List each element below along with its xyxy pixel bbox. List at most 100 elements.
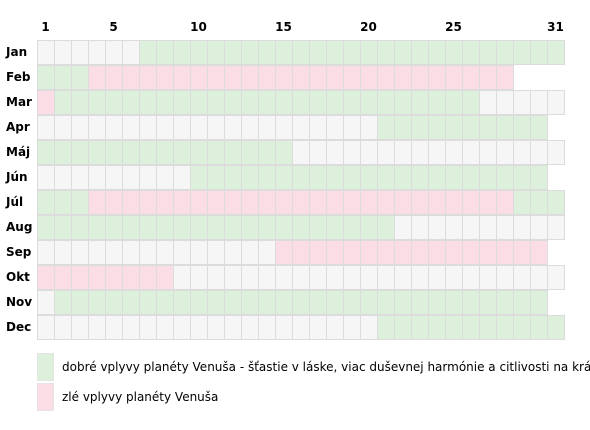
day-cell-bad — [88, 65, 106, 90]
day-cell-bad — [428, 65, 446, 90]
day-cell-good — [37, 190, 55, 215]
day-cell-good — [190, 90, 208, 115]
day-cell-empty — [241, 315, 259, 340]
legend-bad-label: zlé vplyvy planéty Venuša — [62, 390, 219, 404]
legend-good-swatch — [37, 353, 54, 381]
day-cell-good — [224, 290, 242, 315]
day-cell-bad — [139, 65, 157, 90]
day-cell-empty — [122, 315, 140, 340]
month-label: Feb — [6, 70, 31, 84]
day-cell-good — [122, 290, 140, 315]
day-cell-good — [377, 165, 395, 190]
day-cell-good — [190, 165, 208, 190]
day-cell-empty — [513, 90, 531, 115]
day-cell-good — [309, 290, 327, 315]
day-cell-good — [71, 90, 89, 115]
day-cell-empty — [258, 265, 276, 290]
day-cell-good — [275, 215, 293, 240]
day-cell-bad — [479, 65, 497, 90]
day-cell-good — [496, 115, 514, 140]
day-cell-empty — [105, 40, 123, 65]
day-cell-empty — [207, 115, 225, 140]
day-cell-empty — [37, 40, 55, 65]
day-cell-bad — [326, 65, 344, 90]
day-cell-empty — [71, 315, 89, 340]
day-cell-empty — [122, 240, 140, 265]
day-cell-empty — [88, 40, 106, 65]
day-cell-good — [156, 140, 174, 165]
day-cell-good — [479, 115, 497, 140]
day-cell-good — [173, 90, 191, 115]
day-cell-good — [411, 115, 429, 140]
day-cell-bad — [360, 65, 378, 90]
day-cell-good — [207, 140, 225, 165]
legend-bad: zlé vplyvy planéty Venuša — [37, 383, 577, 411]
day-cell-good — [275, 165, 293, 190]
day-cell-good — [105, 290, 123, 315]
day-cell-good — [462, 165, 480, 190]
day-cell-bad — [445, 65, 463, 90]
day-cell-bad — [156, 65, 174, 90]
day-cell-empty — [105, 240, 123, 265]
day-cell-bad — [37, 90, 55, 115]
day-cell-bad — [462, 240, 480, 265]
day-cell-empty — [326, 315, 344, 340]
day-cell-good — [360, 215, 378, 240]
day-cell-empty — [71, 165, 89, 190]
day-cell-bad — [37, 265, 55, 290]
day-cell-empty — [275, 265, 293, 290]
day-cell-bad — [241, 190, 259, 215]
day-cell-bad — [411, 240, 429, 265]
day-cell-empty — [173, 165, 191, 190]
day-cell-empty — [326, 140, 344, 165]
day-cell-bad — [156, 265, 174, 290]
day-cell-good — [343, 40, 361, 65]
day-cell-empty — [37, 240, 55, 265]
day-cell-bad — [360, 240, 378, 265]
day-cell-bad — [207, 190, 225, 215]
day-cell-good — [343, 165, 361, 190]
month-label: Okt — [6, 270, 30, 284]
day-cell-bad — [139, 265, 157, 290]
day-cell-bad — [496, 240, 514, 265]
day-cell-empty — [122, 165, 140, 190]
day-cell-good — [496, 40, 514, 65]
day-cell-empty — [88, 240, 106, 265]
day-cell-empty — [71, 115, 89, 140]
day-cell-bad — [496, 190, 514, 215]
day-cell-empty — [462, 140, 480, 165]
day-cell-empty — [241, 265, 259, 290]
day-cell-empty — [445, 215, 463, 240]
day-cell-good — [496, 290, 514, 315]
day-cell-empty — [326, 115, 344, 140]
day-cell-good — [326, 165, 344, 190]
day-label-1: 1 — [41, 20, 50, 34]
day-cell-good — [241, 215, 259, 240]
day-cell-good — [173, 290, 191, 315]
day-cell-bad — [258, 65, 276, 90]
legend-bad-swatch — [37, 383, 54, 411]
day-cell-empty — [479, 215, 497, 240]
day-cell-empty — [309, 115, 327, 140]
day-cell-empty — [88, 115, 106, 140]
day-cell-good — [54, 140, 72, 165]
day-cell-good — [343, 290, 361, 315]
day-cell-good — [105, 140, 123, 165]
day-cell-good — [71, 190, 89, 215]
day-cell-bad — [428, 240, 446, 265]
day-cell-good — [462, 90, 480, 115]
day-cell-bad — [88, 190, 106, 215]
day-cell-good — [139, 90, 157, 115]
day-cell-good — [37, 65, 55, 90]
day-cell-empty — [513, 140, 531, 165]
day-cell-good — [394, 115, 412, 140]
day-cell-good — [190, 290, 208, 315]
day-cell-good — [71, 290, 89, 315]
day-cell-empty — [190, 315, 208, 340]
day-cell-good — [309, 90, 327, 115]
day-cell-good — [139, 40, 157, 65]
day-cell-good — [530, 290, 548, 315]
day-cell-good — [360, 40, 378, 65]
day-cell-good — [377, 290, 395, 315]
day-cell-good — [445, 40, 463, 65]
